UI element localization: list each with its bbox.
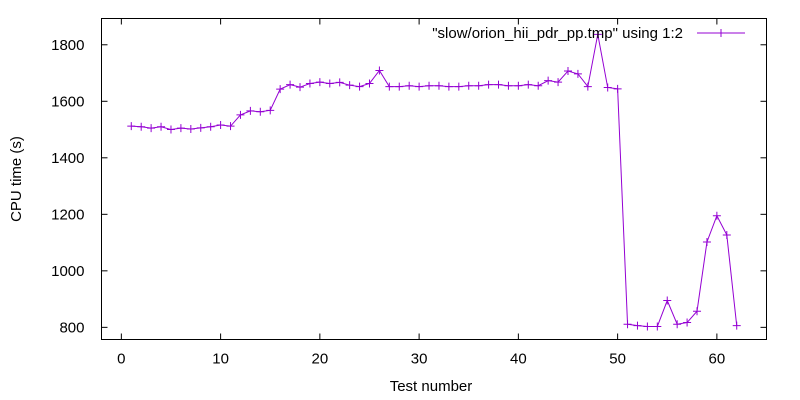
data-point xyxy=(345,81,354,90)
data-point xyxy=(335,78,344,87)
data-point xyxy=(573,69,582,78)
data-point xyxy=(216,121,225,130)
data-point xyxy=(504,81,513,90)
data-point xyxy=(653,322,662,331)
data-point xyxy=(524,80,533,89)
y-tick-label: 1600 xyxy=(51,93,84,110)
data-point xyxy=(633,321,642,330)
data-point xyxy=(623,320,632,329)
data-point xyxy=(315,78,324,87)
data-point xyxy=(534,81,543,90)
x-tick-label: 40 xyxy=(510,351,527,368)
x-tick-label: 50 xyxy=(609,351,626,368)
data-point xyxy=(127,122,136,131)
data-point xyxy=(206,122,215,131)
data-point xyxy=(196,123,205,132)
data-point xyxy=(266,106,275,115)
legend-sample xyxy=(697,29,745,37)
data-point xyxy=(484,80,493,89)
data-point xyxy=(415,82,424,91)
data-point xyxy=(544,76,553,85)
legend-label: "slow/orion_hii_pdr_pp.tmp" using 1:2 xyxy=(432,25,683,42)
data-point xyxy=(563,67,572,76)
data-point xyxy=(583,82,592,91)
data-point xyxy=(603,83,612,92)
data-point xyxy=(166,125,175,134)
data-point xyxy=(425,81,434,90)
data-point xyxy=(702,238,711,247)
data-point xyxy=(494,80,503,89)
data-point xyxy=(613,84,622,93)
x-tick-label: 20 xyxy=(312,351,329,368)
y-tick-label: 1200 xyxy=(51,206,84,223)
x-axis-label: Test number xyxy=(390,378,473,395)
data-point xyxy=(305,79,314,88)
data-point xyxy=(236,110,245,119)
y-axis-label: CPU time (s) xyxy=(8,136,25,222)
data-point xyxy=(722,230,731,239)
data-point xyxy=(693,307,702,316)
data-point xyxy=(246,106,255,115)
data-point xyxy=(286,80,295,89)
data-point xyxy=(355,82,364,91)
data-point xyxy=(683,318,692,327)
data-point xyxy=(673,320,682,329)
data-point xyxy=(296,83,305,92)
axis-ticks: 0 10 20 30 40 50 60 800 1000 1200 1400 1600 1800 xyxy=(51,18,767,368)
data-point xyxy=(157,122,166,131)
y-tick-label: 1800 xyxy=(51,37,84,54)
data-point xyxy=(325,79,334,88)
legend: "slow/orion_hii_pdr_pp.tmp" using 1:2 xyxy=(432,25,745,42)
data-point xyxy=(147,124,156,133)
data-point xyxy=(405,81,414,90)
series-layer xyxy=(127,30,741,331)
data-point xyxy=(444,82,453,91)
data-point xyxy=(474,81,483,90)
data-point xyxy=(365,79,374,88)
x-tick-label: 60 xyxy=(709,351,726,368)
legend-marker xyxy=(717,29,725,37)
data-point xyxy=(226,122,235,131)
data-point xyxy=(395,82,404,91)
x-tick-label: 0 xyxy=(117,351,125,368)
data-point xyxy=(464,81,473,90)
y-tick-label: 1000 xyxy=(51,263,84,280)
series-line xyxy=(131,34,738,327)
data-point xyxy=(593,30,602,39)
y-tick-label: 1400 xyxy=(51,150,84,167)
x-tick-label: 10 xyxy=(212,351,229,368)
y-tick-label: 800 xyxy=(59,319,84,336)
data-point xyxy=(712,211,721,220)
x-tick-label: 30 xyxy=(411,351,428,368)
plot-frame xyxy=(101,18,767,340)
data-point xyxy=(454,82,463,91)
data-point xyxy=(514,81,523,90)
data-point xyxy=(276,85,285,94)
data-point xyxy=(186,124,195,133)
data-point xyxy=(554,78,563,87)
data-point xyxy=(385,82,394,91)
data-point xyxy=(256,107,265,116)
data-point xyxy=(732,321,741,330)
data-point xyxy=(663,296,672,305)
data-point xyxy=(643,322,652,331)
data-point xyxy=(176,124,185,133)
data-point xyxy=(434,81,443,90)
data-point xyxy=(137,122,146,131)
data-point xyxy=(375,66,384,75)
